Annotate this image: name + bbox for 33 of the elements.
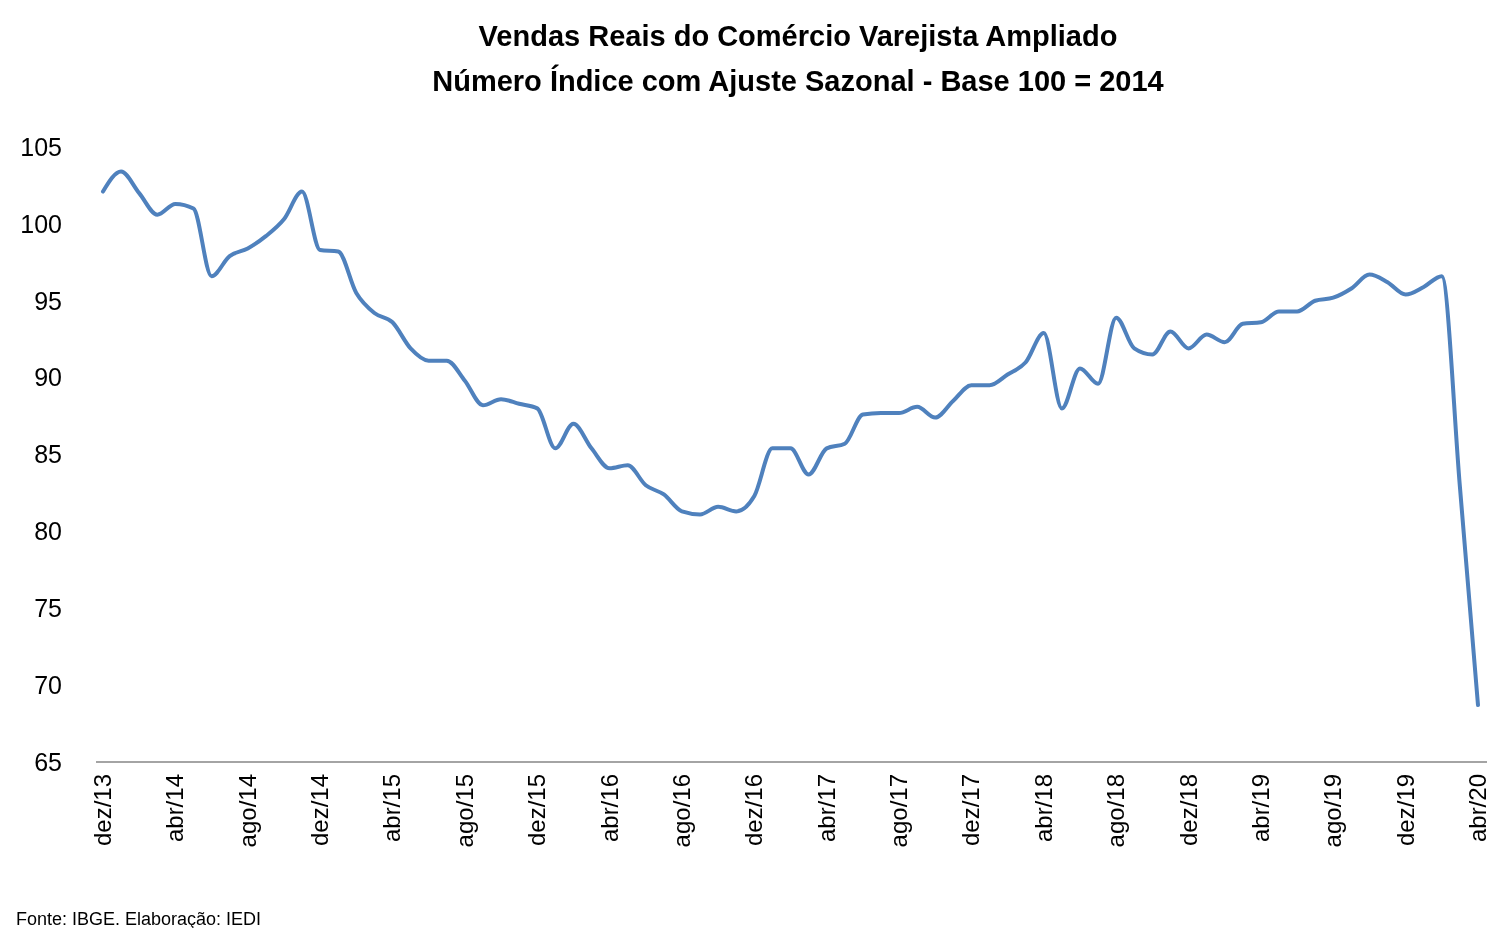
x-tick-label: ago/16 bbox=[667, 774, 695, 848]
x-tick-label: dez/13 bbox=[89, 774, 116, 847]
x-tick-label: dez/16 bbox=[740, 774, 768, 847]
y-tick-label: 95 bbox=[34, 286, 62, 315]
x-tick-label: ago/19 bbox=[1319, 774, 1347, 848]
x-tick-label: ago/18 bbox=[1102, 774, 1130, 848]
source-note: Fonte: IBGE. Elaboração: IEDI bbox=[16, 909, 262, 928]
x-tick-label: dez/14 bbox=[306, 774, 334, 847]
x-tick-label: abr/19 bbox=[1246, 774, 1274, 843]
x-tick-label: ago/14 bbox=[233, 774, 261, 848]
x-tick-label: dez/17 bbox=[957, 774, 985, 847]
chart-title: Vendas Reais do Comércio Varejista Ampliado bbox=[478, 20, 1118, 52]
line-series bbox=[101, 169, 1480, 708]
x-tick-label: dez/18 bbox=[1174, 774, 1202, 847]
x-tick-label: dez/15 bbox=[523, 774, 551, 847]
y-tick-label: 105 bbox=[20, 132, 62, 161]
x-tick-label: abr/17 bbox=[812, 774, 840, 843]
x-tick-label: abr/14 bbox=[161, 774, 189, 843]
y-tick-label: 80 bbox=[34, 517, 62, 546]
x-tick-label: ago/15 bbox=[450, 774, 478, 848]
x-tick-label: abr/18 bbox=[1029, 774, 1057, 843]
x-tick-label: dez/19 bbox=[1391, 774, 1419, 847]
x-tick-label: abr/20 bbox=[1464, 774, 1491, 843]
x-tick-label: ago/17 bbox=[885, 774, 913, 848]
chart-subtitle: Número Índice com Ajuste Sazonal - Base 100 = 2014 bbox=[432, 64, 1164, 97]
y-tick-label: 65 bbox=[34, 747, 62, 776]
x-tick-label: abr/16 bbox=[595, 774, 623, 843]
y-tick-label: 70 bbox=[34, 670, 62, 699]
y-tick-label: 75 bbox=[34, 594, 62, 622]
y-tick-label: 85 bbox=[34, 440, 62, 469]
y-tick-label: 100 bbox=[20, 209, 62, 238]
x-tick-label: abr/15 bbox=[378, 774, 406, 843]
y-tick-label: 90 bbox=[34, 363, 62, 392]
